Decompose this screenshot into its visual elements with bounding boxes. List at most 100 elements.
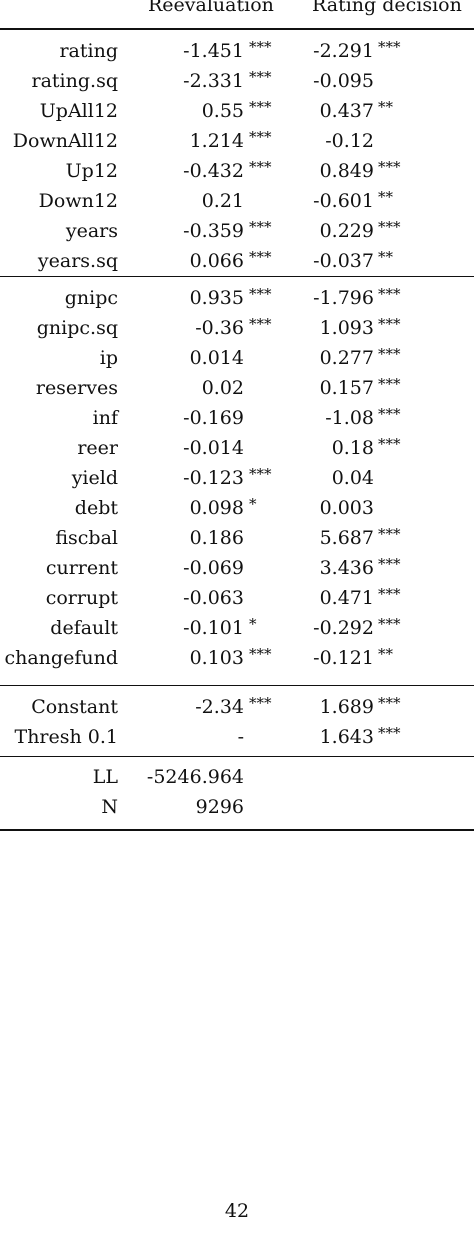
row-label: gnipc.sq	[36, 317, 118, 339]
rating-decision-significance: ***	[378, 38, 401, 56]
table-row: years.sq 0.066 *** -0.037 **	[0, 246, 474, 276]
rating-decision-significance: ***	[378, 694, 401, 712]
rating-decision-value: 1.093	[319, 317, 374, 339]
table-row: N 9296	[0, 792, 474, 822]
reevaluation-significance: ***	[249, 218, 272, 236]
reevaluation-significance: ***	[249, 645, 272, 663]
rating-decision-significance: ***	[378, 218, 401, 236]
table-rule	[0, 756, 474, 757]
table-row: reserves 0.02 0.157 ***	[0, 373, 474, 403]
row-label: reer	[77, 437, 118, 459]
column-header-reevaluation: Reevaluation	[148, 0, 274, 16]
reevaluation-value: -0.063	[183, 587, 244, 609]
rating-decision-significance: ***	[378, 435, 401, 453]
row-label: rating.sq	[31, 70, 118, 92]
reevaluation-value: -0.359	[183, 220, 244, 242]
table-row: DownAll12 1.214 *** -0.12	[0, 126, 474, 156]
table-row: inf -0.169 -1.08 ***	[0, 403, 474, 433]
reevaluation-significance: ***	[249, 158, 272, 176]
rating-decision-value: -0.601	[313, 190, 374, 212]
rating-decision-value: 1.689	[319, 696, 374, 718]
row-label: inf	[92, 407, 118, 429]
reevaluation-value: -5246.964	[146, 766, 244, 788]
rating-decision-significance: ***	[378, 525, 401, 543]
rating-decision-value: 0.003	[319, 497, 374, 519]
rating-decision-significance: ***	[378, 405, 401, 423]
reevaluation-significance: ***	[249, 128, 272, 146]
table-rule	[0, 276, 474, 277]
rating-decision-significance: **	[378, 188, 393, 206]
reevaluation-value: -0.36	[195, 317, 244, 339]
reevaluation-value: 0.098	[189, 497, 244, 519]
rating-decision-significance: ***	[378, 315, 401, 333]
rating-decision-value: -0.037	[313, 250, 374, 272]
rating-decision-significance: ***	[378, 555, 401, 573]
table-row: corrupt -0.063 0.471 ***	[0, 583, 474, 613]
rating-decision-significance: ***	[378, 345, 401, 363]
table-row: Up12 -0.432 *** 0.849 ***	[0, 156, 474, 186]
rating-decision-value: 0.471	[319, 587, 374, 609]
row-label: years	[65, 220, 118, 242]
row-label: DownAll12	[12, 130, 118, 152]
rating-decision-value: 0.437	[319, 100, 374, 122]
table-row: debt 0.098 * 0.003	[0, 493, 474, 523]
reevaluation-significance: ***	[249, 694, 272, 712]
rating-decision-value: -0.095	[313, 70, 374, 92]
reevaluation-value: -2.331	[183, 70, 244, 92]
row-label: Up12	[65, 160, 118, 182]
rating-decision-value: -1.796	[313, 287, 374, 309]
table-row: gnipc 0.935 *** -1.796 ***	[0, 283, 474, 313]
rating-decision-value: 5.687	[319, 527, 374, 549]
table-row: rating -1.451 *** -2.291 ***	[0, 36, 474, 66]
reevaluation-value: 0.21	[201, 190, 244, 212]
rating-decision-value: -1.08	[325, 407, 374, 429]
reevaluation-value: -0.123	[183, 467, 244, 489]
table-row: reer -0.014 0.18 ***	[0, 433, 474, 463]
reevaluation-value: -1.451	[183, 40, 244, 62]
reevaluation-value: 9296	[195, 796, 244, 818]
rating-decision-significance: **	[378, 248, 393, 266]
table-row: gnipc.sq -0.36 *** 1.093 ***	[0, 313, 474, 343]
row-label: Down12	[38, 190, 118, 212]
reevaluation-significance: ***	[249, 38, 272, 56]
rating-decision-significance: ***	[378, 585, 401, 603]
table-row: rating.sq -2.331 *** -0.095	[0, 66, 474, 96]
reevaluation-significance: ***	[249, 315, 272, 333]
reevaluation-significance: ***	[249, 98, 272, 116]
table-row: Down12 0.21 -0.601 **	[0, 186, 474, 216]
rating-decision-value: 0.18	[331, 437, 374, 459]
reevaluation-significance: ***	[249, 285, 272, 303]
reevaluation-value: 0.103	[189, 647, 244, 669]
rating-decision-value: -0.292	[313, 617, 374, 639]
reevaluation-value: 0.02	[201, 377, 244, 399]
reevaluation-significance: ***	[249, 248, 272, 266]
rating-decision-significance: **	[378, 98, 393, 116]
row-label: yield	[71, 467, 118, 489]
reevaluation-value: -0.169	[183, 407, 244, 429]
rating-decision-value: 0.229	[319, 220, 374, 242]
rating-decision-value: 0.04	[331, 467, 374, 489]
rating-decision-value: -0.12	[325, 130, 374, 152]
rating-decision-significance: ***	[378, 158, 401, 176]
row-label: reserves	[35, 377, 118, 399]
table-rule	[0, 28, 474, 30]
table-row: UpAll12 0.55 *** 0.437 **	[0, 96, 474, 126]
reevaluation-value: 0.186	[189, 527, 244, 549]
column-header-rating-decision: Rating decision	[312, 0, 462, 16]
rating-decision-significance: ***	[378, 375, 401, 393]
row-label: ip	[99, 347, 118, 369]
rating-decision-value: 0.849	[319, 160, 374, 182]
rating-decision-value: -2.291	[313, 40, 374, 62]
row-label: changefund	[4, 647, 118, 669]
reevaluation-value: 1.214	[189, 130, 244, 152]
reevaluation-value: -0.014	[183, 437, 244, 459]
rating-decision-value: 3.436	[319, 557, 374, 579]
row-label: Constant	[31, 696, 118, 718]
reevaluation-value: -2.34	[195, 696, 244, 718]
rating-decision-significance: **	[378, 645, 393, 663]
reevaluation-value: -	[237, 726, 244, 748]
row-label: UpAll12	[39, 100, 118, 122]
table-row: changefund 0.103 *** -0.121 **	[0, 643, 474, 673]
reevaluation-significance: *	[249, 615, 257, 633]
reevaluation-value: -0.069	[183, 557, 244, 579]
